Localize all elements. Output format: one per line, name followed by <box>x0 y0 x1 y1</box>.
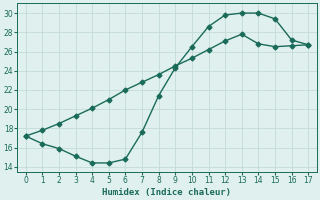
X-axis label: Humidex (Indice chaleur): Humidex (Indice chaleur) <box>102 188 231 197</box>
